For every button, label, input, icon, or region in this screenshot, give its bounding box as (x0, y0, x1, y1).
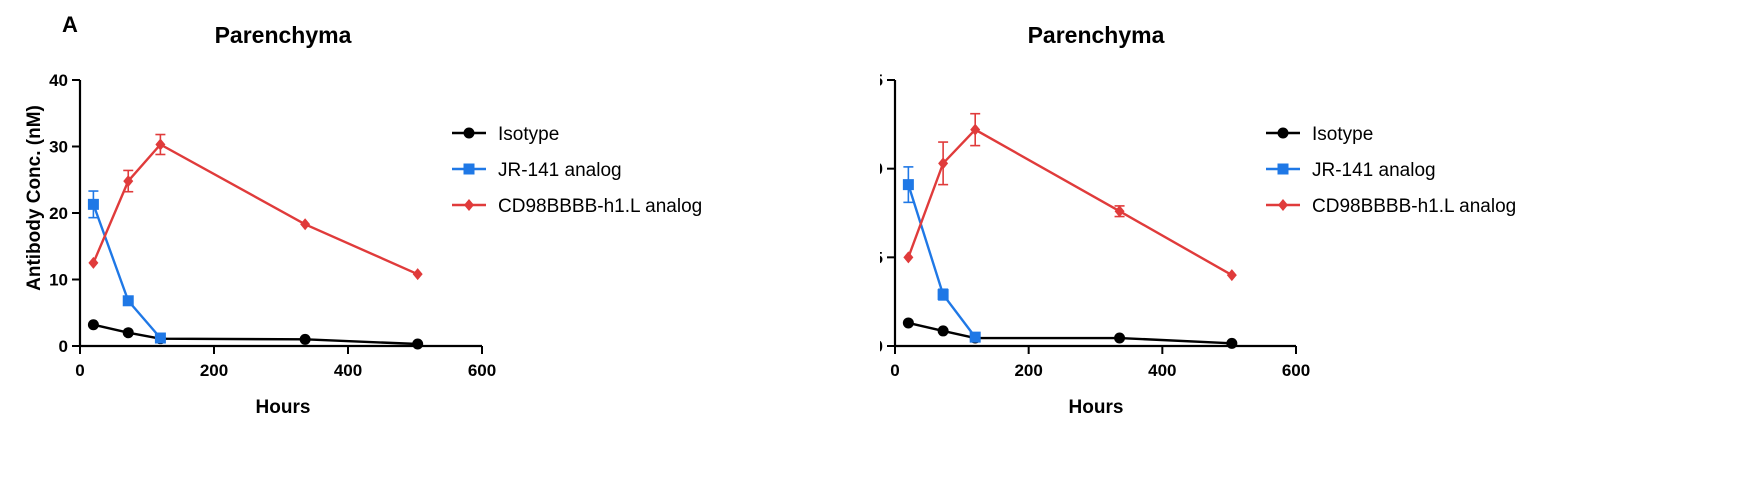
data-point (300, 218, 311, 231)
x-axis-label: Hours (256, 397, 311, 418)
legend-marker (1278, 199, 1288, 211)
chart-b-svg: BParenchyma0.00.51.01.50200400600Hours% … (880, 22, 1516, 418)
legend-marker (464, 199, 474, 211)
data-point (1114, 332, 1126, 344)
data-point (937, 289, 949, 301)
chart-panel-b: BParenchyma0.00.51.01.50200400600Hours% … (880, 0, 1762, 495)
legend-marker (1277, 163, 1289, 175)
data-point (937, 325, 949, 337)
data-point (122, 327, 134, 339)
data-point (299, 333, 311, 345)
legend-entry: CD98BBBB-h1.L analog (452, 196, 702, 217)
data-point (155, 138, 166, 151)
data-point (903, 251, 914, 264)
y-axis-label: Antibody Conc. (nM) (24, 105, 45, 291)
series-line (907, 184, 977, 338)
x-tick-label: 600 (468, 361, 496, 380)
legend-label: JR-141 analog (498, 160, 622, 181)
y-tick-label: 1.0 (880, 160, 883, 179)
chart-title: Parenchyma (215, 22, 352, 48)
series-line (908, 321, 1232, 345)
legend-entry: JR-141 analog (452, 160, 622, 181)
x-axis-label: Hours (1069, 397, 1124, 418)
legend-label: Isotype (1312, 124, 1373, 145)
x-tick-label: 0 (890, 361, 899, 380)
data-point (412, 338, 424, 350)
panel-label: A (62, 12, 78, 37)
data-point (902, 179, 914, 191)
legend-entry: JR-141 analog (1266, 160, 1436, 181)
series-diamond (88, 133, 423, 281)
chart-panel-a: A Parenchyma 0 10 20 30 40 0 200 400 600 Hours Antib… (0, 0, 880, 495)
legend-marker (463, 163, 475, 175)
data-point (154, 332, 166, 344)
data-point (1226, 337, 1238, 349)
chart-title: Parenchyma (1028, 22, 1165, 48)
data-point (970, 123, 981, 136)
data-point (1226, 269, 1237, 282)
y-tick-label: 30 (49, 138, 68, 157)
series-line (907, 128, 1233, 277)
y-tick-label: 1.5 (880, 71, 883, 90)
legend-label: Isotype (498, 124, 559, 145)
data-point (969, 331, 981, 343)
series-line (92, 142, 419, 276)
legend-label: JR-141 analog (1312, 160, 1436, 181)
y-tick-label: 10 (49, 271, 68, 290)
series-line (93, 323, 418, 346)
data-point (938, 157, 949, 170)
legend-label: CD98BBBB-h1.L analog (1312, 196, 1516, 217)
data-point (412, 268, 423, 281)
series-circle (902, 317, 1238, 349)
y-tick-label: 20 (49, 204, 68, 223)
series-square (902, 166, 981, 343)
x-tick-label: 400 (1148, 361, 1176, 380)
data-point (87, 319, 99, 331)
series-line (92, 203, 162, 339)
x-tick-label: 0 (75, 361, 84, 380)
x-tick-label: 600 (1282, 361, 1310, 380)
legend-entry: CD98BBBB-h1.L analog (1266, 196, 1516, 217)
legend-marker (463, 127, 475, 139)
data-point (122, 295, 134, 307)
data-point (902, 317, 914, 329)
series-square (87, 190, 166, 344)
data-point (87, 198, 99, 210)
data-point (123, 175, 134, 188)
y-tick-label: 0.0 (880, 337, 883, 356)
data-point (1114, 205, 1125, 218)
legend-entry: Isotype (452, 124, 559, 145)
x-tick-label: 200 (1014, 361, 1042, 380)
series-diamond (903, 112, 1237, 282)
y-tick-label: 40 (49, 71, 68, 90)
x-tick-label: 200 (200, 361, 228, 380)
legend-entry: Isotype (1266, 124, 1373, 145)
legend-marker (1277, 127, 1289, 139)
legend-label: CD98BBBB-h1.L analog (498, 196, 702, 217)
x-tick-label: 400 (334, 361, 362, 380)
data-point (88, 256, 99, 269)
y-tick-label: 0.5 (880, 248, 883, 267)
y-tick-label: 0 (59, 337, 68, 356)
